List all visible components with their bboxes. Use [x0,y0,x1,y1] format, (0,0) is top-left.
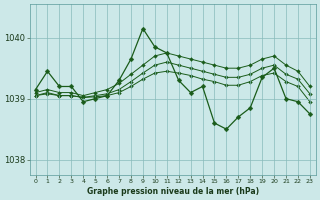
X-axis label: Graphe pression niveau de la mer (hPa): Graphe pression niveau de la mer (hPa) [87,187,259,196]
